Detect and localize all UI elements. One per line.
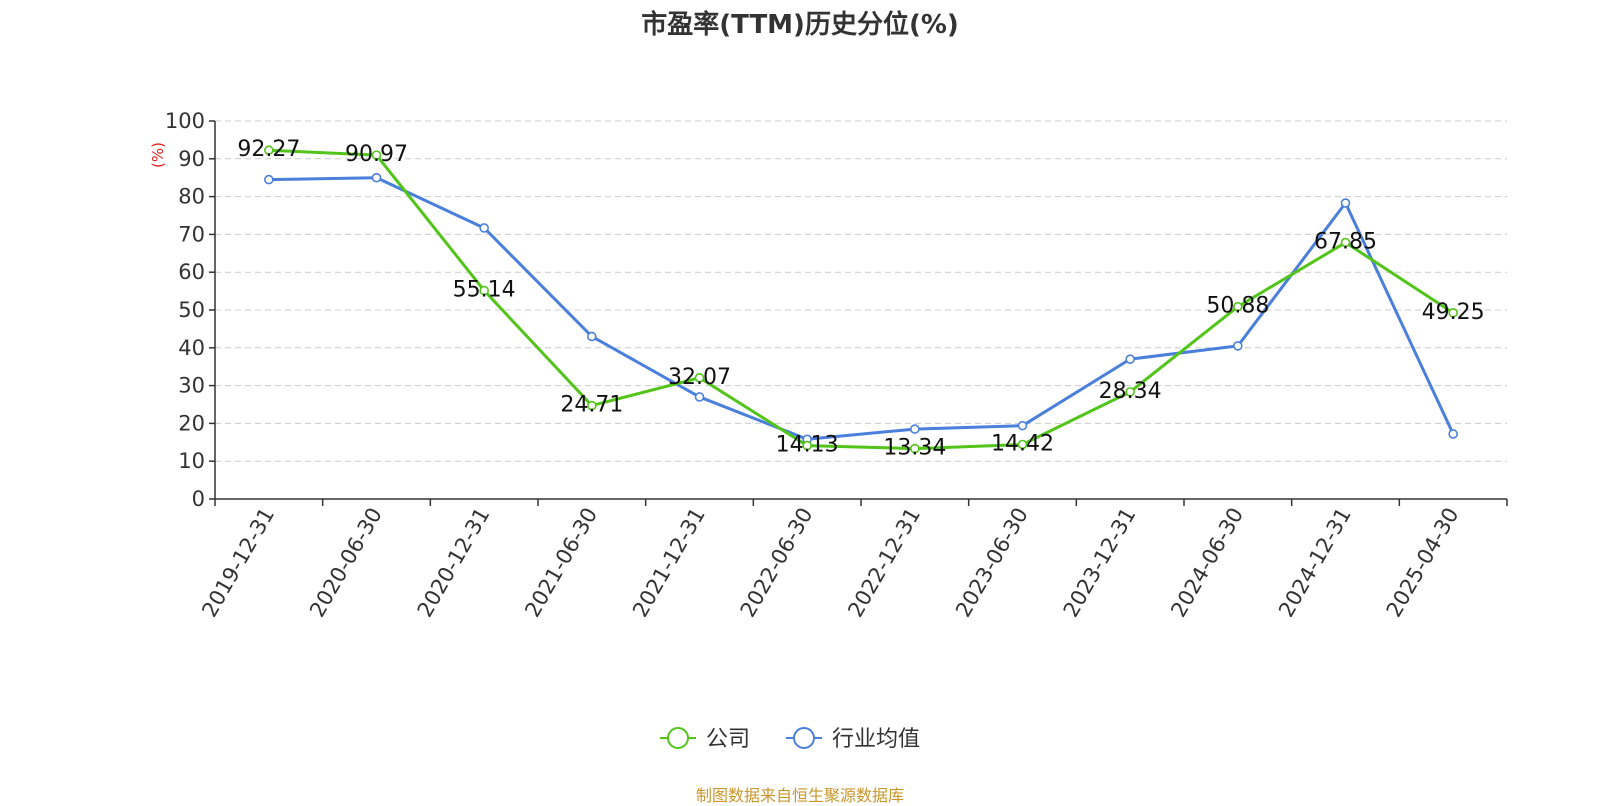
x-tick-label: 2019-12-31 xyxy=(197,504,279,622)
x-tick-label: 2022-06-30 xyxy=(736,504,818,622)
y-tick-label: 50 xyxy=(178,298,205,322)
data-label: 13.34 xyxy=(883,436,946,461)
data-label: 28.34 xyxy=(1099,379,1162,404)
y-axis-ticks: 0 10 20 30 40 50 60 70 80 90 100 xyxy=(165,109,215,511)
data-label: 32.07 xyxy=(668,365,731,390)
x-tick-label: 2023-12-31 xyxy=(1059,504,1141,622)
data-point xyxy=(1017,439,1028,450)
data-point xyxy=(694,392,705,402)
chart-title: 市盈率(TTM)历史分位(%) xyxy=(641,10,959,40)
y-axis-label: (%) xyxy=(149,142,167,168)
data-labels: 92.27 90.97 55.14 24.71 32.07 14.13 13.34 14.42… xyxy=(237,137,1484,460)
y-tick-label: 100 xyxy=(165,109,205,133)
data-label: 49.25 xyxy=(1422,300,1485,325)
data-label: 92.27 xyxy=(237,137,300,162)
x-tick-label: 2021-12-31 xyxy=(628,504,710,622)
data-label: 67.85 xyxy=(1314,230,1377,255)
legend-marker xyxy=(793,727,815,749)
data-point xyxy=(479,223,489,233)
data-point xyxy=(371,150,382,160)
data-point xyxy=(1340,237,1351,248)
data-label: 55.14 xyxy=(453,278,516,303)
x-axis-ticks: 2019-12-31 2020-06-30 2020-12-31 2021-06-30… xyxy=(197,499,1508,622)
data-point xyxy=(1233,341,1243,351)
data-label: 50.88 xyxy=(1206,294,1269,319)
y-tick-label: 30 xyxy=(178,374,205,398)
data-point xyxy=(1448,429,1458,439)
y-tick-label: 70 xyxy=(178,222,205,246)
series-line xyxy=(268,148,1454,451)
x-tick-label: 2021-06-30 xyxy=(520,504,602,622)
x-tick-label: 2020-06-30 xyxy=(305,504,387,622)
grid-lines xyxy=(215,120,1507,462)
data-point xyxy=(694,372,705,383)
series-lines xyxy=(268,148,1455,451)
data-point xyxy=(587,331,597,342)
y-tick-label: 10 xyxy=(178,449,205,473)
data-point xyxy=(910,424,920,434)
y-tick-label: 40 xyxy=(178,336,205,360)
y-tick-label: 60 xyxy=(178,260,205,284)
data-point xyxy=(479,285,489,296)
data-point xyxy=(587,400,597,411)
data-label: 14.13 xyxy=(776,433,839,458)
data-point xyxy=(371,172,382,183)
data-point xyxy=(1340,198,1351,208)
data-point xyxy=(1233,301,1243,312)
data-point xyxy=(264,174,274,185)
data-point xyxy=(1125,387,1135,397)
y-tick-label: 20 xyxy=(178,411,205,435)
series-line xyxy=(268,176,1455,441)
data-label: 14.42 xyxy=(991,431,1054,456)
x-tick-label: 2025-04-30 xyxy=(1382,504,1464,622)
legend-marker xyxy=(667,727,689,749)
data-point xyxy=(1125,354,1135,364)
y-tick-label: 80 xyxy=(178,185,205,209)
y-tick-label: 90 xyxy=(178,147,205,171)
x-tick-label: 2023-06-30 xyxy=(951,504,1033,622)
data-label: 90.97 xyxy=(345,142,408,167)
data-point xyxy=(910,443,920,454)
legend-label: 公司 xyxy=(706,727,750,752)
series-points xyxy=(264,145,1458,454)
legend-label: 行业均值 xyxy=(832,727,920,752)
legend: 公司 行业均值 xyxy=(660,727,920,752)
data-point xyxy=(1448,308,1458,318)
data-point xyxy=(802,440,812,451)
data-point xyxy=(1017,420,1028,431)
x-tick-label: 2020-12-31 xyxy=(413,504,495,622)
x-tick-label: 2022-12-31 xyxy=(843,504,925,622)
x-tick-label: 2024-12-31 xyxy=(1274,504,1356,622)
x-tick-label: 2024-06-30 xyxy=(1166,504,1248,622)
data-label: 24.71 xyxy=(560,393,623,418)
y-tick-label: 0 xyxy=(192,487,205,511)
source-footer: 制图数据来自恒生聚源数据库 xyxy=(695,786,904,805)
data-point xyxy=(264,145,274,156)
